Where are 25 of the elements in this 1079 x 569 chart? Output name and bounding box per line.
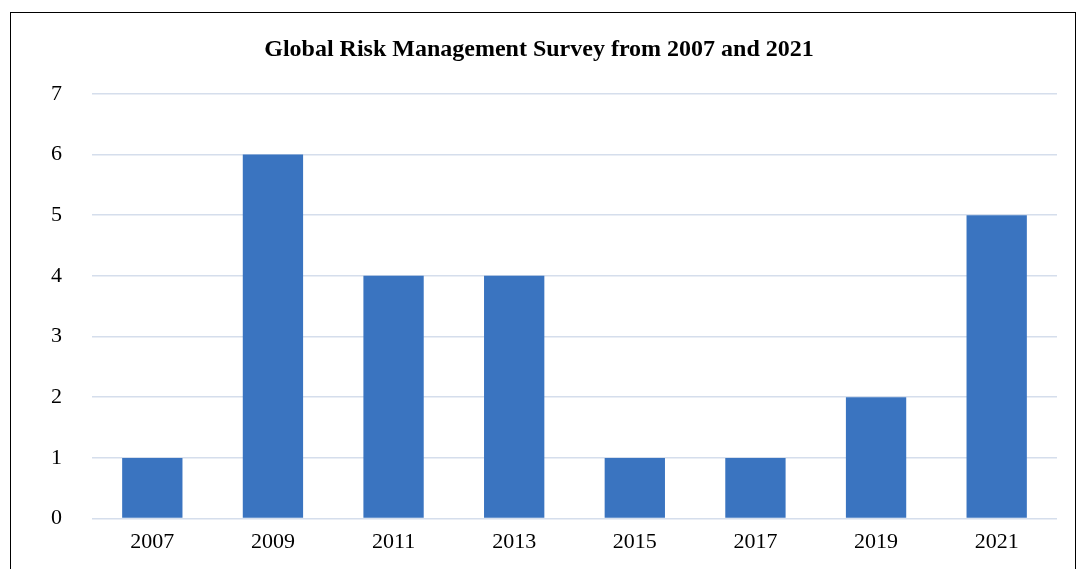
x-tick-label: 2007 xyxy=(130,527,175,553)
bar xyxy=(725,457,786,518)
bar xyxy=(242,154,304,518)
bar xyxy=(845,397,907,518)
y-tick-label: 3 xyxy=(51,322,62,348)
bar xyxy=(363,275,424,518)
y-tick-label: 2 xyxy=(51,383,62,409)
x-tick-label: 2019 xyxy=(854,527,899,553)
y-tick-label: 5 xyxy=(51,200,62,226)
y-tick-label: 7 xyxy=(51,79,62,105)
x-tick-label: 2013 xyxy=(492,527,537,553)
bar xyxy=(122,457,183,518)
y-tick-label: 6 xyxy=(51,140,62,166)
bar xyxy=(484,275,545,518)
y-tick-label: 4 xyxy=(51,261,62,287)
x-tick-label: 2021 xyxy=(974,527,1019,553)
y-tick-label: 0 xyxy=(51,504,62,530)
x-tick-label: 2015 xyxy=(612,527,657,553)
y-tick-label: 1 xyxy=(51,443,62,469)
bar xyxy=(604,457,665,518)
bar xyxy=(966,215,1027,518)
chart-title: Global Risk Management Survey from 2007 and 2021 xyxy=(264,34,814,61)
x-tick-label: 2011 xyxy=(371,527,416,553)
x-tick-label: 2009 xyxy=(250,527,295,553)
x-tick-label: 2017 xyxy=(733,527,778,553)
